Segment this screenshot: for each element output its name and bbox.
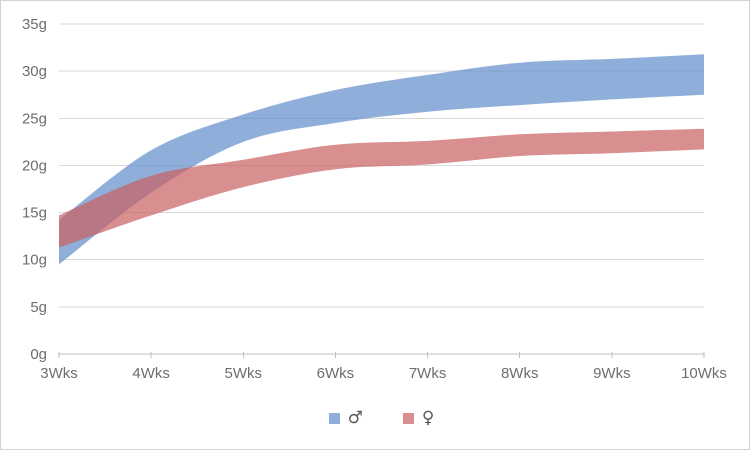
y-tick-label: 5g (30, 299, 47, 316)
y-tick-label: 15g (22, 205, 47, 222)
x-tick-label: 8Wks (501, 365, 539, 382)
x-tick-label: 9Wks (593, 365, 631, 382)
y-tick-label: 10g (22, 252, 47, 269)
y-tick-label: 35g (22, 16, 47, 33)
x-tick-label: 3Wks (40, 365, 78, 382)
male-band (59, 54, 704, 265)
legend: ♂ ♀ (59, 405, 704, 431)
legend-item-male: ♂ (328, 407, 363, 428)
male-series-swatch (328, 412, 340, 424)
male-symbol-icon: ♂ (347, 407, 363, 428)
x-tick-label: 4Wks (132, 365, 170, 382)
x-tick-label: 7Wks (409, 365, 447, 382)
y-tick-label: 0g (30, 346, 47, 363)
female-band (59, 128, 704, 248)
female-series-swatch (402, 412, 414, 424)
legend-item-female: ♀ (402, 407, 435, 428)
y-tick-label: 25g (22, 110, 47, 127)
y-tick-label: 20g (22, 157, 47, 174)
x-tick-label: 5Wks (225, 365, 263, 382)
y-tick-label: 30g (22, 63, 47, 80)
x-tick-label: 10Wks (681, 365, 727, 382)
female-symbol-icon: ♀ (421, 407, 435, 428)
x-tick-label: 6Wks (317, 365, 355, 382)
